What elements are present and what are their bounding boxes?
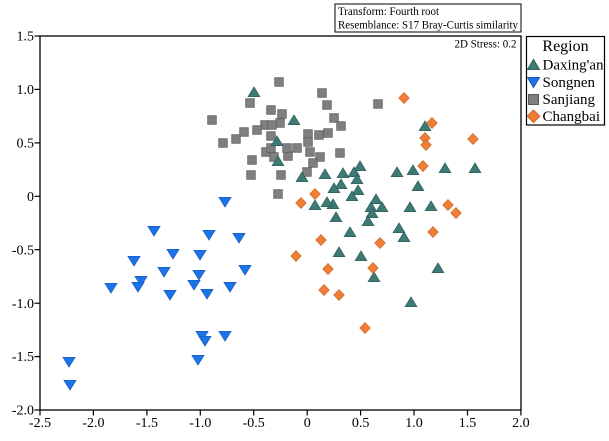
svg-text:0: 0 xyxy=(27,190,34,205)
svg-text:-1.0: -1.0 xyxy=(189,416,211,431)
svg-text:Transform: Fourth root: Transform: Fourth root xyxy=(338,4,440,18)
svg-text:-0.5: -0.5 xyxy=(12,243,34,258)
svg-text:Changbai: Changbai xyxy=(543,109,601,125)
svg-text:1.0: 1.0 xyxy=(17,83,35,98)
svg-text:2.0: 2.0 xyxy=(512,416,530,431)
svg-text:0.5: 0.5 xyxy=(17,137,35,152)
svg-text:Daxing'an: Daxing'an xyxy=(543,58,605,74)
svg-text:Songnen: Songnen xyxy=(543,75,596,91)
svg-text:1.5: 1.5 xyxy=(17,30,35,45)
svg-text:-2.5: -2.5 xyxy=(29,416,51,431)
svg-text:-2.0: -2.0 xyxy=(12,404,34,419)
svg-text:1.0: 1.0 xyxy=(405,416,423,431)
svg-text:-2.0: -2.0 xyxy=(82,416,104,431)
svg-text:0.5: 0.5 xyxy=(352,416,370,431)
svg-text:2D Stress: 0.2: 2D Stress: 0.2 xyxy=(455,37,517,51)
svg-text:Region: Region xyxy=(542,38,588,55)
svg-text:-0.5: -0.5 xyxy=(243,416,265,431)
svg-text:1.5: 1.5 xyxy=(459,416,477,431)
svg-text:0: 0 xyxy=(304,416,311,431)
svg-text:-1.0: -1.0 xyxy=(12,297,34,312)
svg-text:Resemblance: S17 Bray-Curtis s: Resemblance: S17 Bray-Curtis similarity xyxy=(338,18,518,32)
svg-text:-1.5: -1.5 xyxy=(12,350,34,365)
svg-text:Sanjiang: Sanjiang xyxy=(543,92,596,108)
svg-text:-1.5: -1.5 xyxy=(136,416,158,431)
